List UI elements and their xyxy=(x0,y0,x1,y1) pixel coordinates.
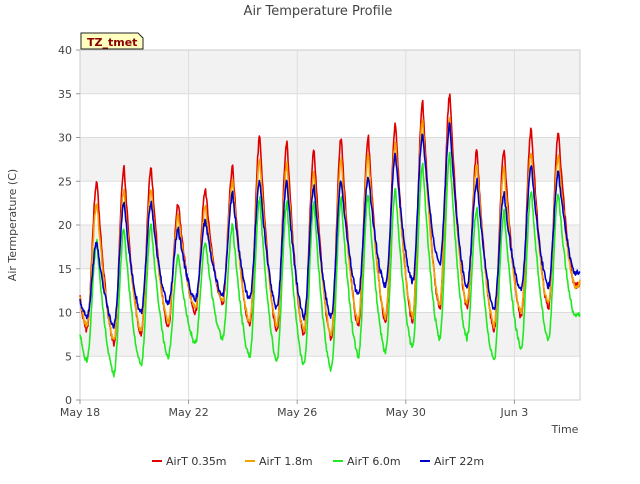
legend-label: AirT 22m xyxy=(434,455,484,468)
y-tick-label: 0 xyxy=(65,394,72,407)
y-tick-label: 10 xyxy=(58,307,72,320)
y-tick-label: 30 xyxy=(58,132,72,145)
x-tick-label: May 18 xyxy=(60,406,100,419)
site-label-badge: TZ_tmet xyxy=(80,32,144,50)
y-tick-label: 35 xyxy=(58,88,72,101)
legend-label: AirT 1.8m xyxy=(259,455,313,468)
x-tick-label: May 22 xyxy=(168,406,208,419)
y-tick-label: 5 xyxy=(65,350,72,363)
series-line-3 xyxy=(79,151,581,378)
x-tick-label: May 30 xyxy=(386,406,426,419)
y-axis-label: Air Termperature (C) xyxy=(6,169,19,281)
plot-band xyxy=(80,137,580,182)
y-tick-label: 25 xyxy=(58,175,72,188)
x-axis-label: Time xyxy=(551,423,579,436)
legend: AirT 0.35m AirT 1.8m AirT 6.0m AirT 22m xyxy=(152,455,484,468)
x-tick-label: Jun 3 xyxy=(500,406,529,419)
series-line-2 xyxy=(79,116,581,340)
plot-band xyxy=(80,356,580,400)
site-label-text: TZ_tmet xyxy=(87,36,137,49)
chart-title: Air Temperature Profile xyxy=(244,4,393,19)
series-line-4 xyxy=(79,122,581,329)
plot-band xyxy=(80,181,580,225)
y-tick-label: 40 xyxy=(58,44,72,57)
site-label-box xyxy=(80,32,144,50)
legend-label: AirT 6.0m xyxy=(347,455,401,468)
plot-band xyxy=(80,225,580,269)
y-tick-label: 20 xyxy=(58,219,72,232)
plot-band xyxy=(80,93,580,138)
x-tick-label: May 26 xyxy=(277,406,317,419)
plot-band xyxy=(80,50,580,94)
y-tick-label: 15 xyxy=(58,263,72,276)
legend-label: AirT 0.35m xyxy=(166,455,227,468)
